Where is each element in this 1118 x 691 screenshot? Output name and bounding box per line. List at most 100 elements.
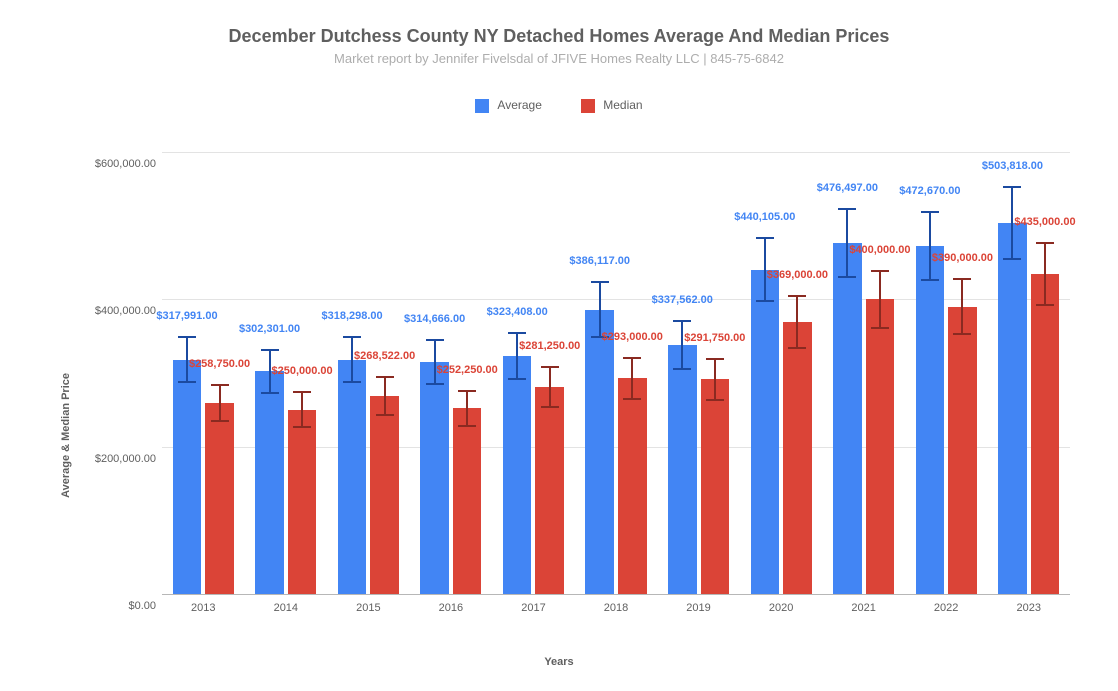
year-group: $440,105.00$369,000.00	[751, 152, 812, 594]
bar-median	[288, 410, 317, 594]
value-label-average: $386,117.00	[569, 255, 630, 267]
bar-average	[503, 356, 532, 594]
y-tick-label: $600,000.00	[95, 158, 156, 170]
year-group: $503,818.00$435,000.00	[998, 152, 1059, 594]
bar-average	[751, 270, 780, 594]
error-bar	[796, 295, 798, 349]
error-bar	[929, 211, 931, 281]
value-label-median: $369,000.00	[767, 269, 828, 281]
value-label-median: $293,000.00	[602, 331, 663, 343]
y-axis-label: Average & Median Price	[60, 373, 72, 498]
error-bar	[434, 339, 436, 385]
year-group: $317,991.00$258,750.00	[173, 152, 234, 594]
value-label-average: $476,497.00	[817, 182, 878, 194]
error-bar	[269, 349, 271, 394]
y-tick-label: $400,000.00	[95, 305, 156, 317]
bar-median	[948, 307, 977, 594]
value-label-average: $503,818.00	[982, 160, 1043, 172]
year-group: $314,666.00$252,250.00	[420, 152, 481, 594]
chart-root: December Dutchess County NY Detached Hom…	[0, 0, 1118, 691]
value-label-median: $291,750.00	[684, 332, 745, 344]
bar-median	[453, 408, 482, 594]
bar-average	[173, 360, 202, 594]
error-bar	[879, 270, 881, 329]
year-group: $318,298.00$268,522.00	[338, 152, 399, 594]
y-tick-label: $200,000.00	[95, 453, 156, 465]
error-bar	[384, 376, 386, 416]
bar-median	[618, 378, 647, 594]
value-label-average: $472,670.00	[899, 185, 960, 197]
legend-label-median: Median	[603, 98, 642, 112]
error-bar	[1044, 242, 1046, 306]
bar-median	[205, 403, 234, 594]
error-bar	[681, 320, 683, 370]
year-group: $337,562.00$291,750.00	[668, 152, 729, 594]
error-bar	[516, 332, 518, 380]
legend: Average Median	[0, 98, 1118, 113]
bar-average	[585, 310, 614, 594]
bar-average	[833, 243, 862, 594]
x-tick-label: 2014	[274, 602, 298, 614]
x-tick-label: 2022	[934, 602, 958, 614]
chart-subtitle: Market report by Jennifer Fivelsdal of J…	[0, 51, 1118, 66]
value-label-average: $337,562.00	[652, 294, 713, 306]
x-tick-label: 2013	[191, 602, 215, 614]
x-tick-label: 2015	[356, 602, 380, 614]
x-axis-label: Years	[0, 656, 1118, 668]
x-tick-label: 2018	[604, 602, 628, 614]
error-bar	[301, 391, 303, 428]
legend-average: Average	[475, 98, 541, 113]
error-bar	[351, 336, 353, 383]
x-tick-label: 2023	[1016, 602, 1040, 614]
legend-median: Median	[581, 98, 642, 113]
error-bar	[764, 237, 766, 302]
value-label-median: $281,250.00	[519, 340, 580, 352]
chart-title: December Dutchess County NY Detached Hom…	[0, 26, 1118, 47]
year-group: $302,301.00$250,000.00	[255, 152, 316, 594]
x-tick-label: 2020	[769, 602, 793, 614]
bar-average	[668, 345, 697, 594]
x-tick-label: 2016	[439, 602, 463, 614]
year-group: $386,117.00$293,000.00	[585, 152, 646, 594]
bar-average	[916, 246, 945, 594]
error-bar	[631, 357, 633, 400]
error-bar	[961, 278, 963, 335]
bar-average	[998, 223, 1027, 594]
bar-median	[866, 299, 895, 594]
value-label-median: $258,750.00	[189, 358, 250, 370]
error-bar	[714, 358, 716, 401]
value-label-average: $440,105.00	[734, 211, 795, 223]
value-label-median: $250,000.00	[271, 365, 332, 377]
value-label-median: $252,250.00	[437, 364, 498, 376]
legend-label-average: Average	[497, 98, 541, 112]
value-label-average: $302,301.00	[239, 323, 300, 335]
value-label-average: $317,991.00	[156, 310, 217, 322]
error-bar	[219, 384, 221, 422]
value-label-average: $318,298.00	[321, 310, 382, 322]
year-group: $476,497.00$400,000.00	[833, 152, 894, 594]
year-group: $323,408.00$281,250.00	[503, 152, 564, 594]
value-label-median: $390,000.00	[932, 252, 993, 264]
bar-median	[783, 322, 812, 594]
year-group: $472,670.00$390,000.00	[916, 152, 977, 594]
x-tick-label: 2021	[851, 602, 875, 614]
error-bar	[186, 336, 188, 383]
value-label-median: $268,522.00	[354, 350, 415, 362]
error-bar	[549, 366, 551, 407]
bar-median	[701, 379, 730, 594]
error-bar	[1011, 186, 1013, 260]
x-tick-label: 2019	[686, 602, 710, 614]
bar-median	[370, 396, 399, 594]
value-label-average: $323,408.00	[487, 306, 548, 318]
error-bar	[846, 208, 848, 278]
bar-average	[255, 371, 284, 594]
legend-swatch-average	[475, 99, 489, 113]
value-label-median: $435,000.00	[1014, 216, 1075, 228]
legend-swatch-median	[581, 99, 595, 113]
plot-area: Average & Median Price $0.00$200,000.00$…	[162, 152, 1070, 595]
y-tick-label: $0.00	[128, 600, 156, 612]
x-tick-label: 2017	[521, 602, 545, 614]
error-bar	[599, 281, 601, 338]
value-label-median: $400,000.00	[849, 244, 910, 256]
bar-average	[420, 362, 449, 594]
